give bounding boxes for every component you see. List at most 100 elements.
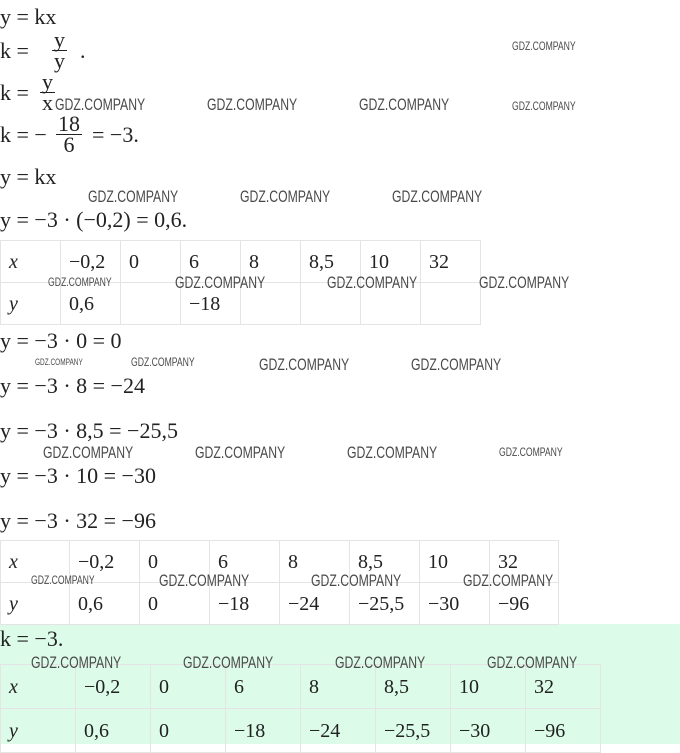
table-cell: −96 bbox=[489, 582, 559, 625]
eq-left: k = bbox=[0, 38, 29, 63]
watermark: GDZ.COMPANY bbox=[131, 355, 195, 369]
watermark: GDZ.COMPANY bbox=[335, 653, 426, 672]
table-cell: −18 bbox=[209, 582, 280, 625]
table-cell: −18 bbox=[180, 282, 241, 325]
equation-line: y = −3 · 8 = −24 bbox=[0, 373, 145, 398]
table-row-x: x −0,2 0 6 8 8,5 10 32 bbox=[0, 240, 481, 283]
watermark: GDZ.COMPANY bbox=[512, 39, 576, 53]
watermark: GDZ.COMPANY bbox=[359, 95, 450, 114]
table-cell: 10 bbox=[450, 664, 526, 709]
numerator: y bbox=[40, 69, 55, 94]
watermark: GDZ.COMPANY bbox=[479, 273, 570, 292]
answer-line: k = −3. bbox=[0, 626, 64, 651]
watermark: GDZ.COMPANY bbox=[35, 357, 83, 367]
period: . bbox=[80, 38, 86, 63]
row-header: y bbox=[0, 582, 70, 625]
table-cell: −25,5 bbox=[349, 582, 420, 625]
table-cell: −0,2 bbox=[69, 540, 140, 583]
equation-line: y = −3 · 10 = −30 bbox=[0, 463, 156, 488]
table-cell: 8,5 bbox=[349, 540, 420, 583]
watermark: GDZ.COMPANY bbox=[392, 187, 483, 206]
table-cell: 0 bbox=[120, 240, 181, 283]
row-header: y bbox=[0, 708, 76, 753]
numerator: 18 bbox=[56, 111, 82, 136]
equation-line: k = bbox=[0, 80, 29, 105]
answer-table: x −0,2 0 6 8 8,5 10 32 y 0,6 0 −18 −24 −25,5 −30 −96 bbox=[0, 664, 601, 753]
watermark: GDZ.COMPANY bbox=[240, 187, 331, 206]
table-cell: −0,2 bbox=[60, 240, 121, 283]
watermark: GDZ.COMPANY bbox=[347, 443, 438, 462]
watermark: GDZ.COMPANY bbox=[183, 653, 274, 672]
fraction: 18 6 bbox=[56, 111, 82, 157]
equation-line: y = −3 · 0 = 0 bbox=[0, 328, 122, 353]
equation-line: y = −3 · 8,5 = −25,5 bbox=[0, 418, 178, 443]
table-cell: 8,5 bbox=[300, 240, 361, 283]
table-cell: −96 bbox=[525, 708, 601, 753]
table-cell: −18 bbox=[225, 708, 301, 753]
watermark: GDZ.COMPANY bbox=[512, 99, 576, 113]
table-cell bbox=[240, 282, 301, 325]
table-cell: 8,5 bbox=[375, 664, 451, 709]
table-cell: 6 bbox=[180, 240, 241, 283]
watermark: GDZ.COMPANY bbox=[487, 653, 578, 672]
watermark: GDZ.COMPANY bbox=[31, 653, 122, 672]
table-cell: 0,6 bbox=[75, 708, 151, 753]
watermark: GDZ.COMPANY bbox=[311, 571, 402, 590]
equation-line: k = bbox=[0, 40, 29, 62]
watermark: GDZ.COMPANY bbox=[327, 273, 418, 292]
watermark: GDZ.COMPANY bbox=[207, 95, 298, 114]
table-cell: 32 bbox=[420, 240, 481, 283]
watermark: GDZ.COMPANY bbox=[259, 355, 350, 374]
row-header: x bbox=[0, 540, 70, 583]
row-header: x bbox=[0, 664, 76, 709]
equation-line: y = kx bbox=[0, 164, 57, 189]
table-row-y: y 0,6 −18 bbox=[0, 282, 481, 325]
watermark: GDZ.COMPANY bbox=[499, 445, 563, 459]
table-cell: −25,5 bbox=[375, 708, 451, 753]
table-cell: 0,6 bbox=[60, 282, 121, 325]
values-table: x −0,2 0 6 8 8,5 10 32 y 0,6 0 −18 −24 −25,5 −30 −96 bbox=[0, 540, 559, 625]
watermark: GDZ.COMPANY bbox=[48, 275, 112, 289]
table-cell: 0 bbox=[150, 708, 226, 753]
equation-result: = −3. bbox=[92, 122, 139, 147]
watermark: GDZ.COMPANY bbox=[159, 571, 250, 590]
table-cell: 0 bbox=[139, 540, 210, 583]
watermark: GDZ.COMPANY bbox=[31, 573, 95, 587]
watermark: GDZ.COMPANY bbox=[411, 355, 502, 374]
table-cell bbox=[300, 282, 361, 325]
table-row-x: x −0,2 0 6 8 8,5 10 32 bbox=[0, 664, 601, 709]
numerator: y bbox=[52, 27, 67, 52]
table-cell bbox=[360, 282, 421, 325]
table-cell: −0,2 bbox=[75, 664, 151, 709]
table-cell: −30 bbox=[450, 708, 526, 753]
table-cell: −24 bbox=[279, 582, 350, 625]
watermark: GDZ.COMPANY bbox=[43, 443, 134, 462]
watermark: GDZ.COMPANY bbox=[463, 571, 554, 590]
equation-line: y = −3 · 32 = −96 bbox=[0, 508, 156, 533]
table-row-y: y 0,6 0 −18 −24 −25,5 −30 −96 bbox=[0, 582, 559, 625]
equation-line: k = − bbox=[0, 122, 47, 147]
table-row-y: y 0,6 0 −18 −24 −25,5 −30 −96 bbox=[0, 708, 601, 753]
watermark: GDZ.COMPANY bbox=[175, 273, 266, 292]
denominator: 6 bbox=[63, 132, 75, 157]
values-table: x −0,2 0 6 8 8,5 10 32 y 0,6 −18 bbox=[0, 240, 481, 325]
table-cell: 8 bbox=[240, 240, 301, 283]
table-cell: −24 bbox=[300, 708, 376, 753]
row-header: x bbox=[0, 240, 61, 283]
table-cell bbox=[120, 282, 181, 325]
table-row-x: x −0,2 0 6 8 8,5 10 32 bbox=[0, 540, 559, 583]
table-cell: 32 bbox=[525, 664, 601, 709]
watermark: GDZ.COMPANY bbox=[195, 443, 286, 462]
denominator: x bbox=[42, 90, 53, 115]
denominator: y bbox=[54, 48, 65, 73]
table-cell: 0,6 bbox=[69, 582, 140, 625]
table-cell: 10 bbox=[419, 540, 490, 583]
equation-line: y = kx bbox=[0, 4, 57, 29]
equation-line: y = −3 · (−0,2) = 0,6. bbox=[0, 207, 188, 232]
table-cell: 0 bbox=[139, 582, 210, 625]
watermark: GDZ.COMPANY bbox=[88, 187, 179, 206]
table-cell: 32 bbox=[489, 540, 559, 583]
watermark: GDZ.COMPANY bbox=[55, 95, 146, 114]
